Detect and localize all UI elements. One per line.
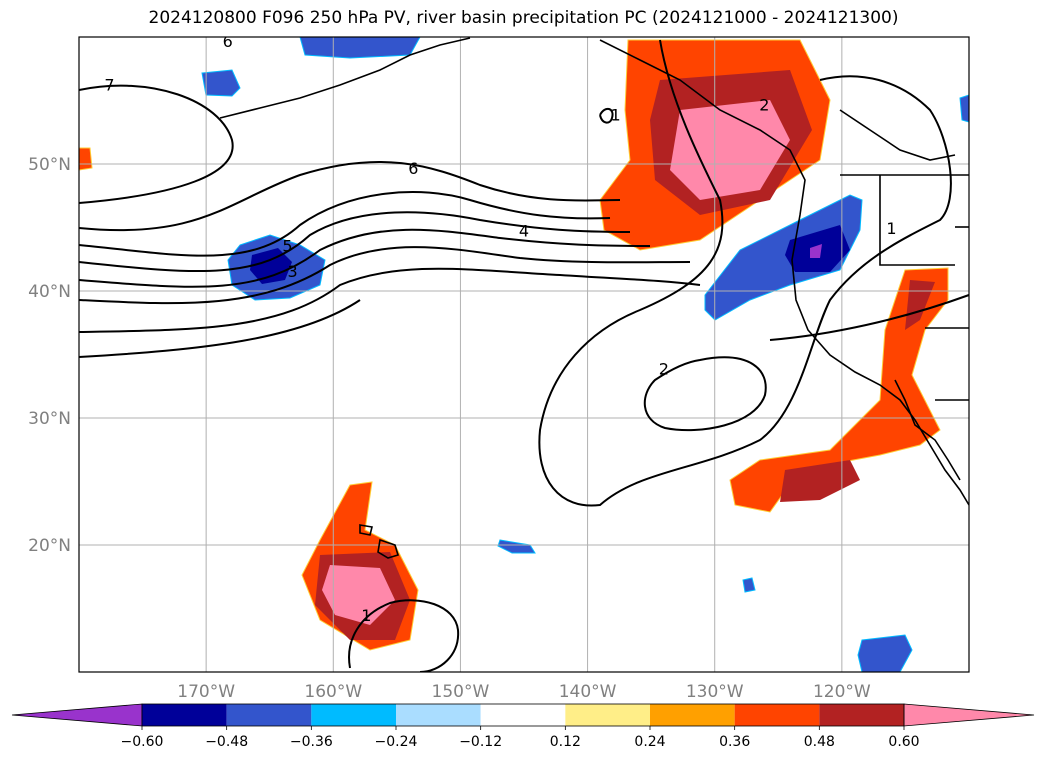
pv-contour-3 <box>79 228 651 288</box>
pv-contour-small-loop <box>599 107 614 124</box>
pv-contour-4 <box>79 211 631 273</box>
north-america-west-coast <box>599 39 969 506</box>
negative-anomaly-aleutian-north <box>299 37 421 59</box>
latitude-label: 20°N <box>28 536 71 556</box>
colorbar-segment <box>311 704 396 726</box>
negative-anomaly-south-east <box>857 634 913 672</box>
contour-label: 6 <box>223 32 233 51</box>
pv-contour-labels: 6 7 6 4 5 3 1 2 2 1 1 <box>104 32 896 625</box>
hawaii-island-maui <box>359 524 373 536</box>
negative-anomaly-north-east-edge <box>959 94 969 123</box>
longitude-label: 170°W <box>177 682 235 702</box>
contour-label: 4 <box>519 221 529 240</box>
contour-label: 1 <box>610 106 620 125</box>
pv-contour-east <box>769 294 969 341</box>
latitude-labels: 50°N 40°N 30°N 20°N <box>28 155 71 556</box>
pv-contour-hawaii <box>348 599 460 672</box>
longitude-label: 120°W <box>813 682 871 702</box>
colorbar-segment <box>142 704 227 726</box>
precipitation-pc-shading <box>79 37 969 672</box>
longitude-label: 140°W <box>559 682 617 702</box>
colorbar-extend-min <box>11 703 143 727</box>
longitude-label: 150°W <box>432 682 490 702</box>
colorbar-outline <box>141 703 905 727</box>
us-state-border-1 <box>879 175 955 266</box>
contour-label: 6 <box>408 159 418 178</box>
colorbar-segment <box>819 704 904 726</box>
colorbar-segment <box>565 704 650 726</box>
contour-label: 1 <box>886 219 896 238</box>
pv-contour-2-closed <box>643 356 767 432</box>
latitude-label: 50°N <box>28 155 71 175</box>
map-frame <box>78 36 970 673</box>
coastlines <box>219 37 969 559</box>
colorbar-tick-label: 0.60 <box>888 734 919 750</box>
contour-label: 2 <box>659 360 669 379</box>
pv-contour-1 <box>79 299 361 358</box>
positive-anomaly-core-baja <box>780 460 860 502</box>
negative-anomaly-oregon-peak <box>810 244 822 258</box>
colorbar-segment <box>226 704 312 726</box>
colorbar: −0.60 −0.48 −0.36 −0.24 −0.12 0.12 0.24 0.36 0.4… <box>11 703 1035 750</box>
contour-label: 5 <box>282 237 292 256</box>
negative-anomaly-aleutian-west <box>201 69 241 97</box>
contour-label: 3 <box>288 262 298 281</box>
negative-anomaly-central-pacific-core <box>250 248 292 284</box>
colorbar-tick-label: 0.48 <box>804 734 835 750</box>
map-gridlines <box>79 37 969 672</box>
colorbar-tick-label: −0.48 <box>205 734 248 750</box>
colorbar-tick-label: 0.36 <box>719 734 750 750</box>
latitude-label: 40°N <box>28 282 71 302</box>
colorbar-segment <box>396 704 481 726</box>
colorbar-segment <box>734 704 820 726</box>
colorbar-tick-label: −0.12 <box>459 734 502 750</box>
hawaii-island-big <box>377 538 399 559</box>
contour-label: 1 <box>361 606 371 625</box>
baja-peninsula <box>894 379 961 481</box>
colorbar-tick-label: −0.36 <box>290 734 333 750</box>
positive-anomaly-peak-pacific-northwest <box>670 100 790 200</box>
alaska-coast <box>219 37 471 119</box>
longitude-labels: 170°W 160°W 150°W 140°W 130°W 120°W <box>177 682 871 702</box>
colorbar-tick-label: 0.24 <box>634 734 665 750</box>
longitude-label: 160°W <box>304 682 362 702</box>
longitude-label: 130°W <box>686 682 744 702</box>
pv-contour-7 <box>79 84 234 204</box>
pv-contour-ridge <box>538 39 952 507</box>
colorbar-segment <box>650 704 735 726</box>
colorbar-tick-label: −0.24 <box>375 734 418 750</box>
pv-contour-5 <box>79 191 611 257</box>
latitude-label: 30°N <box>28 409 71 429</box>
positive-anomaly-core-california <box>905 280 935 330</box>
colorbar-tick-label: −0.60 <box>121 734 164 750</box>
negative-anomaly-small-2 <box>742 577 756 593</box>
map-body: 6 7 6 4 5 3 1 2 2 1 1 <box>79 32 969 672</box>
contour-label: 2 <box>759 96 769 115</box>
map-title: 2024120800 F096 250 hPa PV, river basin … <box>148 8 899 28</box>
pv-contour-2a <box>79 246 691 305</box>
pv-contour-6 <box>79 160 621 232</box>
contour-label: 7 <box>104 75 114 94</box>
colorbar-tick-label: 0.12 <box>550 734 581 750</box>
alaska-panhandle <box>839 109 956 161</box>
colorbar-segment <box>480 704 566 726</box>
colorbar-extend-max <box>903 703 1035 727</box>
positive-anomaly-west-edge <box>79 147 93 171</box>
negative-anomaly-small-1 <box>497 539 536 554</box>
pv-contours <box>79 39 969 672</box>
pv-contour-2b <box>79 267 701 333</box>
